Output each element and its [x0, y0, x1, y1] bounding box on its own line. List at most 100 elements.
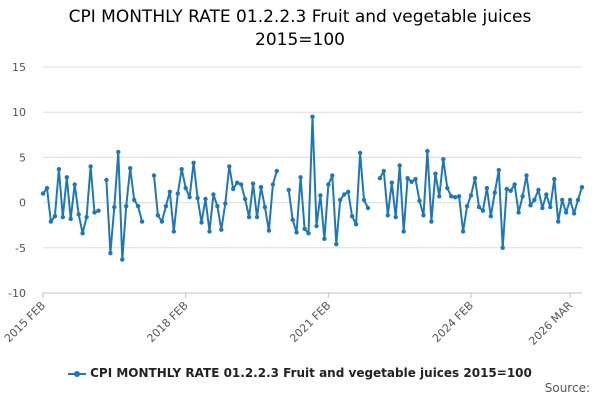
data-point[interactable]: [227, 164, 232, 169]
data-point[interactable]: [318, 193, 323, 198]
data-point[interactable]: [575, 197, 581, 203]
data-point[interactable]: [405, 176, 410, 181]
data-point[interactable]: [155, 213, 161, 218]
data-point[interactable]: [540, 205, 545, 211]
data-point[interactable]: [330, 173, 335, 178]
data-point[interactable]: [60, 214, 65, 220]
data-point[interactable]: [441, 157, 446, 162]
data-point[interactable]: [472, 176, 478, 181]
data-point[interactable]: [203, 196, 208, 202]
data-point[interactable]: [246, 214, 252, 220]
data-point[interactable]: [365, 205, 371, 211]
data-point[interactable]: [512, 182, 517, 187]
data-point[interactable]: [579, 185, 585, 190]
data-point[interactable]: [211, 192, 216, 197]
data-point[interactable]: [171, 229, 176, 234]
data-point[interactable]: [132, 197, 137, 203]
data-point[interactable]: [254, 214, 260, 220]
data-point[interactable]: [68, 216, 73, 222]
data-point[interactable]: [516, 210, 521, 215]
data-point[interactable]: [76, 212, 81, 217]
data-point[interactable]: [139, 219, 145, 224]
data-point[interactable]: [389, 180, 394, 185]
data-point[interactable]: [108, 251, 113, 256]
legend[interactable]: CPI MONTHLY RATE 01.2.2.3 Fruit and vege…: [0, 366, 600, 380]
data-point[interactable]: [409, 179, 414, 184]
data-point[interactable]: [298, 175, 303, 180]
data-point[interactable]: [528, 203, 533, 208]
data-point[interactable]: [56, 167, 62, 172]
data-point[interactable]: [449, 194, 454, 199]
data-point[interactable]: [453, 195, 458, 200]
data-point[interactable]: [80, 231, 85, 236]
data-point[interactable]: [270, 182, 276, 187]
data-point[interactable]: [492, 190, 497, 195]
data-point[interactable]: [563, 210, 569, 215]
data-point[interactable]: [239, 182, 244, 187]
data-point[interactable]: [476, 204, 482, 210]
data-point[interactable]: [124, 204, 129, 209]
data-point[interactable]: [520, 194, 525, 199]
data-point[interactable]: [187, 195, 192, 200]
data-point[interactable]: [290, 217, 295, 222]
data-point[interactable]: [508, 188, 513, 193]
data-point[interactable]: [84, 214, 89, 220]
data-point[interactable]: [357, 150, 363, 156]
data-point[interactable]: [135, 204, 141, 209]
data-point[interactable]: [468, 193, 474, 198]
data-point[interactable]: [231, 186, 236, 192]
data-point[interactable]: [64, 175, 70, 180]
data-point[interactable]: [342, 192, 347, 197]
data-point[interactable]: [385, 213, 390, 218]
data-point[interactable]: [175, 191, 180, 196]
data-point[interactable]: [302, 226, 307, 231]
data-point[interactable]: [151, 173, 157, 178]
data-point[interactable]: [250, 181, 256, 186]
data-point[interactable]: [445, 185, 450, 191]
data-point[interactable]: [480, 208, 486, 213]
data-point[interactable]: [460, 229, 466, 234]
data-point[interactable]: [223, 201, 228, 206]
data-point[interactable]: [417, 198, 422, 203]
data-point[interactable]: [183, 185, 188, 191]
data-point[interactable]: [381, 168, 386, 174]
data-point[interactable]: [310, 114, 315, 119]
data-point[interactable]: [560, 197, 565, 203]
data-point[interactable]: [421, 213, 426, 218]
data-point[interactable]: [120, 257, 125, 262]
data-point[interactable]: [425, 148, 430, 154]
data-point[interactable]: [242, 196, 248, 202]
data-point[interactable]: [219, 227, 224, 232]
data-point[interactable]: [496, 167, 501, 173]
data-point[interactable]: [349, 214, 355, 219]
data-point[interactable]: [353, 222, 359, 227]
data-point[interactable]: [274, 168, 279, 174]
data-point[interactable]: [571, 211, 577, 216]
data-point[interactable]: [314, 223, 319, 229]
data-point[interactable]: [413, 176, 418, 182]
data-point[interactable]: [361, 197, 367, 203]
data-point[interactable]: [96, 208, 101, 213]
data-point[interactable]: [401, 229, 406, 234]
data-point[interactable]: [500, 245, 505, 250]
data-point[interactable]: [437, 194, 442, 199]
data-point[interactable]: [552, 176, 557, 182]
data-point[interactable]: [524, 173, 529, 178]
data-point[interactable]: [235, 180, 240, 185]
data-point[interactable]: [72, 182, 77, 187]
data-point[interactable]: [199, 220, 204, 225]
data-point[interactable]: [159, 219, 165, 224]
data-point[interactable]: [456, 194, 462, 199]
data-point[interactable]: [464, 204, 470, 209]
data-point[interactable]: [338, 197, 343, 203]
data-point[interactable]: [306, 231, 311, 236]
data-point[interactable]: [556, 219, 561, 224]
data-point[interactable]: [112, 204, 117, 210]
data-point[interactable]: [484, 185, 490, 191]
data-point[interactable]: [92, 210, 97, 215]
data-point[interactable]: [322, 236, 327, 241]
data-point[interactable]: [433, 171, 438, 176]
data-point[interactable]: [536, 187, 541, 193]
data-point[interactable]: [429, 219, 434, 224]
data-point[interactable]: [266, 228, 272, 233]
